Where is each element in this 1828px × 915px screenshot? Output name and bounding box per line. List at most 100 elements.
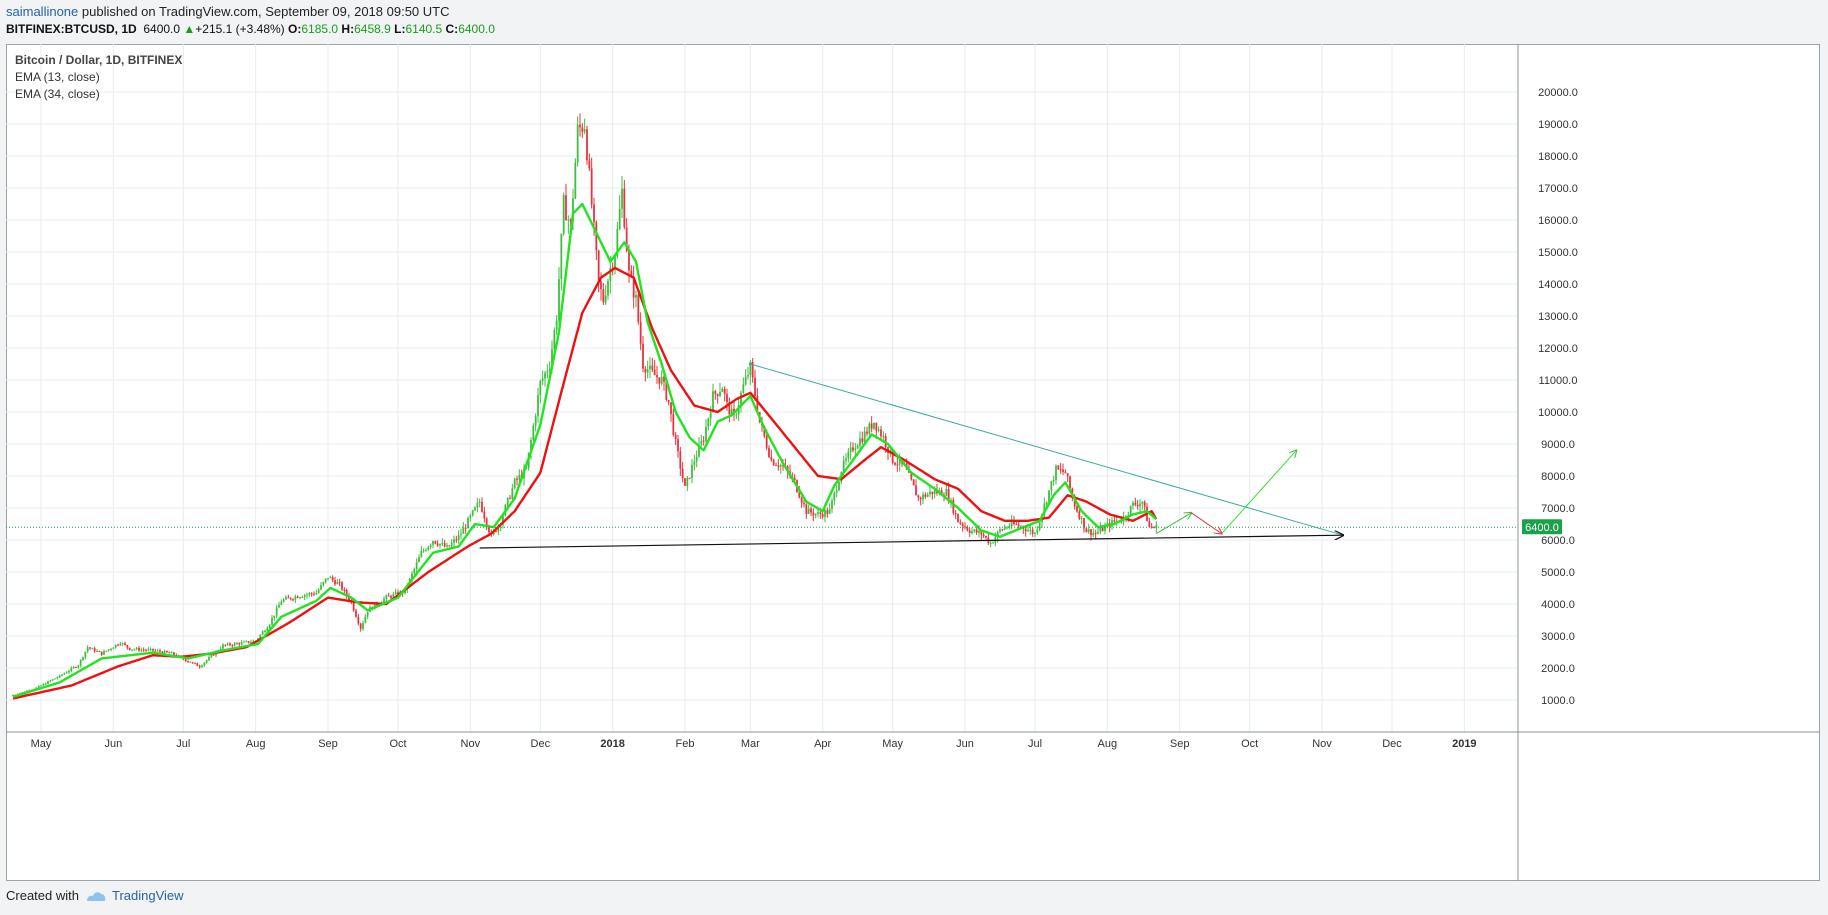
candle-body xyxy=(434,541,437,544)
candle-body xyxy=(107,649,110,651)
y-tick-label: 9000.0 xyxy=(1541,439,1575,451)
candle-body xyxy=(1029,529,1032,531)
candle-body xyxy=(89,647,91,649)
y-tick-label: 11000.0 xyxy=(1539,375,1578,387)
candle-body xyxy=(173,652,175,655)
candle-body xyxy=(457,535,460,541)
candle-body xyxy=(775,464,777,466)
candle-body xyxy=(226,643,229,646)
candle-body xyxy=(110,648,112,650)
y-tick-label: 15000.0 xyxy=(1538,247,1578,259)
candle-body xyxy=(317,589,320,593)
candle-body xyxy=(581,127,584,132)
candle-body xyxy=(595,222,598,251)
candle-body xyxy=(205,660,208,663)
candle-body xyxy=(124,643,126,645)
candle-body xyxy=(91,648,94,650)
candle-body xyxy=(574,162,577,199)
candle-body xyxy=(719,391,721,396)
up-arrow-icon: ▲ xyxy=(183,22,196,36)
candle-body xyxy=(1080,518,1083,520)
candle-body xyxy=(469,515,472,518)
x-tick-label: Oct xyxy=(389,738,406,750)
candle-body xyxy=(198,665,201,668)
candle-body xyxy=(252,640,255,643)
candle-body xyxy=(453,539,455,543)
tradingview-link[interactable]: TradingView xyxy=(85,888,184,903)
candle-body xyxy=(355,610,357,617)
candle-body xyxy=(275,607,278,616)
x-tick-label: Aug xyxy=(246,738,266,750)
x-tick-label: Nov xyxy=(1312,738,1332,750)
candle-body xyxy=(362,623,364,629)
candle-body xyxy=(455,539,458,541)
candle-body xyxy=(98,651,101,653)
candle-body xyxy=(765,436,768,448)
candle-body xyxy=(562,195,565,234)
candle-body xyxy=(308,593,311,595)
high-value: 6458.9 xyxy=(354,22,391,36)
author-link[interactable]: saimallinone xyxy=(6,4,79,19)
candle-body xyxy=(21,692,24,694)
candle-body xyxy=(838,482,840,491)
candle-body xyxy=(243,641,245,643)
candle-body xyxy=(313,593,315,595)
candle-body xyxy=(926,494,929,497)
candle-body xyxy=(170,652,173,654)
candle-body xyxy=(1055,465,1057,481)
open-value: 6185.0 xyxy=(301,22,339,36)
candle-body xyxy=(1136,504,1139,507)
candle-body xyxy=(586,129,588,161)
candle-body xyxy=(1008,526,1011,528)
candle-body xyxy=(299,597,301,599)
candle-body xyxy=(219,648,222,651)
close-label: C: xyxy=(445,22,459,36)
candle-body xyxy=(191,662,194,664)
candle-body xyxy=(1017,524,1020,527)
candle-body xyxy=(49,680,52,682)
candle-body xyxy=(1062,469,1064,473)
candle-body xyxy=(772,459,775,465)
candle-body xyxy=(166,651,168,653)
axes: 1000.0 2000.0 3000.0 4000.0 5000.0 6000.0 7000… xyxy=(6,44,1820,881)
x-tick-label: Nov xyxy=(461,738,481,750)
x-tick-label: Dec xyxy=(531,738,551,750)
low-value: 6140.5 xyxy=(405,22,443,36)
candle-body xyxy=(1069,476,1071,489)
candle-body xyxy=(600,281,602,290)
candle-body xyxy=(999,529,1001,532)
x-tick-label: Feb xyxy=(676,738,695,750)
candle-body xyxy=(952,500,955,514)
candle-body xyxy=(656,375,658,378)
close-value: 6400.0 xyxy=(458,22,495,36)
price-chart[interactable]: 1000.0 2000.0 3000.0 4000.0 5000.0 6000.0 7000… xyxy=(6,44,1820,881)
candle-body xyxy=(534,416,537,426)
candle-body xyxy=(632,276,635,298)
x-tick-label: Sep xyxy=(1170,738,1190,750)
candle-body xyxy=(448,545,451,547)
candle-body xyxy=(506,497,509,506)
candle-body xyxy=(1134,502,1137,505)
x-tick-label: 2018 xyxy=(600,738,624,750)
footer: Created with TradingView xyxy=(6,888,184,903)
candle-body xyxy=(1139,503,1141,507)
candle-body xyxy=(1048,490,1050,503)
candle-body xyxy=(530,439,532,453)
candle-body xyxy=(1090,529,1092,536)
candle-body xyxy=(583,129,586,132)
candle-body xyxy=(723,388,726,394)
symbol-label: BITFINEX:BTCUSD, 1D xyxy=(6,22,137,36)
candle-body xyxy=(1115,520,1118,522)
candle-body xyxy=(268,624,271,628)
candle-body xyxy=(1073,496,1076,507)
candle-body xyxy=(245,641,248,643)
candle-body xyxy=(140,649,143,651)
candle-body xyxy=(1024,528,1027,532)
candle-body xyxy=(833,492,836,501)
projection-rise xyxy=(1156,513,1191,535)
publish-info: saimallinone published on TradingView.co… xyxy=(6,3,450,20)
candle-body xyxy=(712,391,714,412)
candle-body xyxy=(462,527,465,534)
candle-body xyxy=(187,661,189,663)
candle-body xyxy=(1010,520,1013,527)
